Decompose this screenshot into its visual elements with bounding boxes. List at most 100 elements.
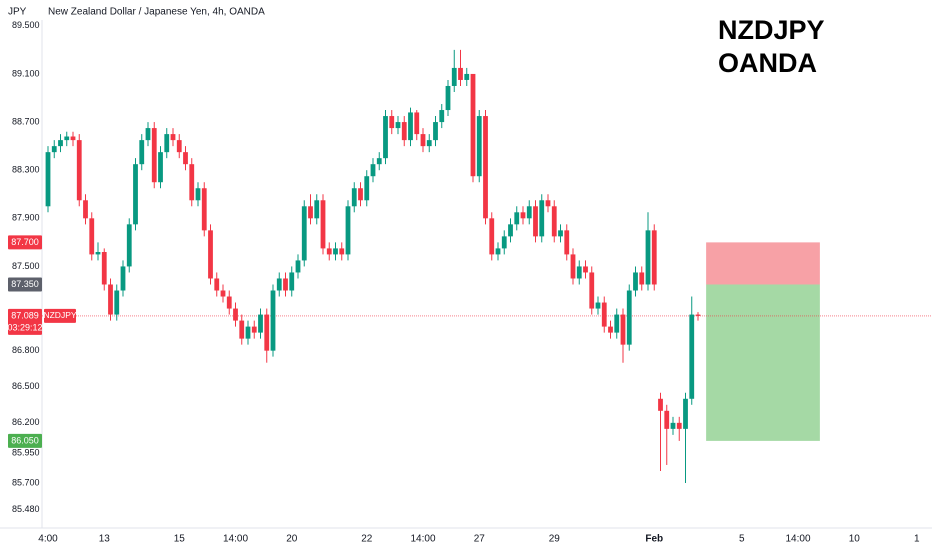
candle-body [383,116,388,159]
candle-body [689,314,695,399]
candle-body [226,296,232,309]
y-tick-label: 86.800 [12,345,40,355]
candle-body [483,116,488,219]
y-tick-label: 85.480 [12,504,40,514]
x-tick-label: 4:00 [38,534,58,545]
current-price-badge [8,308,42,335]
candle-body [120,266,126,291]
candle-body [58,140,63,147]
candle-body [576,266,582,279]
countdown: 03:29:12 [7,322,42,332]
y-tick-label: 88.300 [12,165,40,175]
candle-body [64,136,70,141]
stop-badge [8,235,42,250]
candle-body [289,272,295,291]
axes: 89.500 89.100 88.700 88.300 87.900 87.500 86.8… [7,20,919,544]
y-tick-label: 88.700 [12,116,40,126]
candle-body [164,134,170,153]
x-tick-label: Feb [645,534,663,545]
candle-body [114,290,120,315]
y-tick-label: 86.200 [12,417,40,427]
candle-body [214,278,220,291]
target-zone [706,284,820,441]
candle-body [595,302,601,309]
candle-body [370,164,376,177]
annotation: NZDJPY [718,15,825,45]
x-tick-label: 29 [549,534,561,545]
candle-body [626,290,632,345]
candle-body [414,112,420,135]
candle-body [358,188,363,201]
candle-body [545,200,551,207]
candle-body [176,140,182,153]
x-tick-label: 10 [849,534,861,545]
x-tick-label: 20 [286,534,298,545]
candle-body [251,326,257,333]
candle-body [345,206,351,255]
symbol-label: NZDJPY [43,310,76,320]
candle-body [639,272,645,285]
candle-body [645,230,651,285]
candle-body [395,122,401,129]
currency-label: JPY [8,7,27,18]
candle-body [476,116,482,177]
candle-body [339,248,345,255]
candle-body [133,164,138,225]
candle-body [89,218,95,255]
candle-body [495,248,501,255]
candle-body [458,67,463,80]
current-price-label: 87.089 [11,310,39,320]
x-tick-label: 14:00 [785,534,810,545]
symbol-badge [44,308,76,323]
candle-body [583,266,588,273]
candle-body [420,134,426,147]
x-tick-label: 22 [361,534,373,545]
x-tick-label: 1 [914,534,920,545]
candle-body [620,314,626,345]
y-tick-label: 87.900 [12,213,40,223]
candle-body [70,136,76,141]
candle-body [564,230,570,255]
candle-body [195,188,201,201]
candle-body [658,398,663,411]
candle-body [558,230,563,237]
candle-body [276,278,282,291]
candle-body [245,326,251,339]
candle-body [233,308,238,321]
candle-body [526,206,532,219]
candle-body [351,188,357,207]
candle-body [326,248,332,255]
candle-body [683,398,688,429]
candle-body [520,212,526,219]
annotation: OANDA [718,48,817,78]
candle-body [158,152,163,183]
x-tick-label: 14:00 [410,534,435,545]
candle-body [470,73,476,177]
x-tick-label: 27 [474,534,486,545]
candle-body [389,116,395,129]
y-tick-label: 89.500 [12,20,40,30]
candle-body [514,212,520,225]
candle-body [508,224,513,237]
candle-body [489,218,495,255]
candle-body [170,134,176,141]
candle-body [51,146,57,153]
candle-body [664,410,670,429]
target-label: 86.050 [11,435,39,445]
candle-body [320,200,326,249]
candle-body [283,278,288,291]
candle-body [108,284,113,315]
candle-body [333,248,338,255]
candle-body [376,158,382,165]
candle-body [614,314,620,333]
candle-body [83,200,88,219]
candle-body [695,314,701,316]
stop-zone [706,242,820,285]
candle-body [95,252,101,255]
candle-body [445,85,451,111]
candle-body [601,302,607,327]
candle-body [295,260,301,273]
header-bg [0,0,932,20]
candle-body [139,140,145,165]
